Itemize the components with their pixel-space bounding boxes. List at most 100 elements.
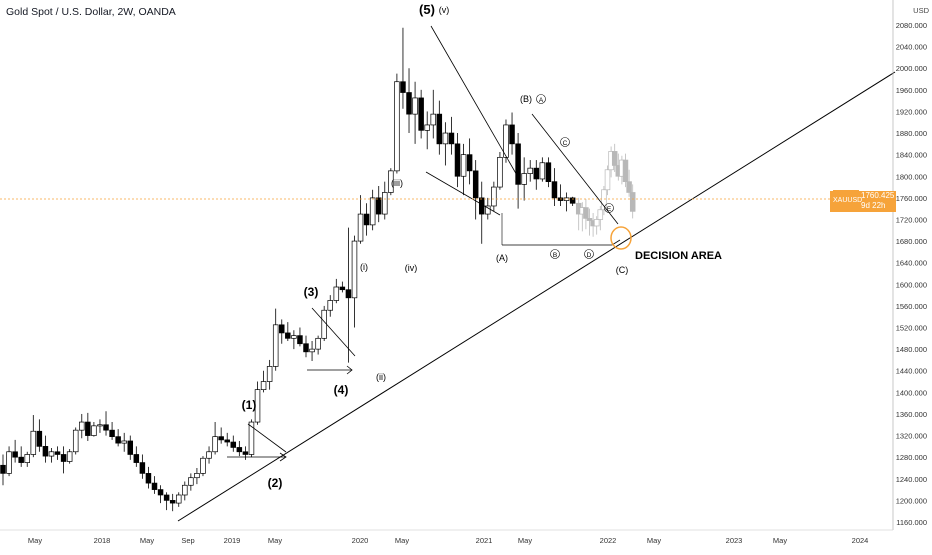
wave1-triangle-upper xyxy=(247,423,287,453)
triangle-upper-line xyxy=(531,113,619,225)
time-axis: May 2018 May Sep 2019 May 2020 May 2021 May 2022 Ma… xyxy=(28,536,868,545)
chart-title: Gold Spot / U.S. Dollar, 2W, OANDA xyxy=(6,6,176,18)
projection-candle-body xyxy=(611,151,618,166)
circle-D-marker xyxy=(584,249,594,259)
candle-body xyxy=(254,389,261,423)
circle-E-label: E xyxy=(607,206,612,213)
candle-body xyxy=(485,205,491,215)
candle-body xyxy=(200,457,206,474)
projection-candle-body xyxy=(601,189,607,211)
projection-candle-body xyxy=(622,159,629,183)
candle-body xyxy=(145,473,152,484)
wave-iv-label: (iv) xyxy=(405,263,418,273)
candle-body xyxy=(230,441,237,448)
time-tick-label: May xyxy=(28,536,42,545)
candle-body xyxy=(36,430,43,447)
candles-layer xyxy=(0,27,576,512)
candle-body xyxy=(127,440,134,455)
candle-body xyxy=(248,421,255,455)
candle-body xyxy=(418,97,424,131)
candle-body xyxy=(18,456,24,463)
decision-circle xyxy=(610,226,632,250)
price-tick-label: 1560.000 xyxy=(896,302,927,311)
price-tag-symbol: XAUUSD xyxy=(833,189,862,212)
decision-area-label: DECISION AREA xyxy=(635,250,722,262)
candle-body xyxy=(369,197,376,226)
candle-body xyxy=(394,81,400,172)
candle-body xyxy=(303,343,309,353)
circle-A-label: A xyxy=(539,97,544,104)
candle-body xyxy=(279,324,285,334)
price-tag-countdown: 9d 22h xyxy=(861,200,886,210)
candle-body xyxy=(454,143,461,177)
wave-i-label: (i) xyxy=(360,262,368,272)
candle-body xyxy=(12,451,18,458)
price-tick-label: 1200.000 xyxy=(896,496,927,505)
candle-body xyxy=(351,240,358,299)
candle-body xyxy=(133,454,140,463)
price-tick-label: 1840.000 xyxy=(896,151,927,160)
candle-body xyxy=(569,197,576,204)
candle-body xyxy=(491,186,497,207)
candle-body xyxy=(521,173,527,185)
candle-body xyxy=(333,286,340,301)
candle-body xyxy=(363,213,370,226)
candle-body xyxy=(545,162,552,183)
waveB-label: (B) xyxy=(520,94,532,104)
wave3-triangle-upper xyxy=(311,307,356,357)
candle-body xyxy=(551,181,558,199)
wave1-label: (1) xyxy=(242,398,257,412)
candle-body xyxy=(42,446,49,457)
current-price-tag: XAUUSD 1760.425 9d 22h xyxy=(830,189,896,212)
candle-body xyxy=(121,440,127,444)
projection-candle-body xyxy=(586,218,593,221)
wave3-triangle-arrowhead xyxy=(346,365,353,375)
projection-candle-body xyxy=(604,169,611,191)
candle-body xyxy=(382,192,388,215)
candle-body xyxy=(285,332,291,339)
wave1-triangle-arrowhead xyxy=(279,452,287,462)
price-tick-label: 1360.000 xyxy=(896,410,927,419)
price-tick-label: 1440.000 xyxy=(896,367,927,376)
time-tick-label: 2021 xyxy=(476,536,493,545)
candle-body xyxy=(509,124,515,145)
time-tick-label: May xyxy=(395,536,409,545)
time-tick-label: 2019 xyxy=(224,536,241,545)
time-tick-label: May xyxy=(140,536,154,545)
candle-body xyxy=(139,462,146,474)
support-trendline xyxy=(177,71,896,522)
price-tick-label: 1280.000 xyxy=(896,453,927,462)
candle-body xyxy=(30,430,37,455)
wave4-label: (4) xyxy=(334,383,349,397)
candle-body xyxy=(212,436,218,453)
price-tick-label: 1320.000 xyxy=(896,432,927,441)
candle-body xyxy=(442,132,449,145)
wave3-label: (3) xyxy=(304,285,319,299)
projection-candle-body xyxy=(626,181,632,193)
circle-D-label: D xyxy=(587,252,592,259)
time-tick-label: May xyxy=(268,536,282,545)
candle-body xyxy=(478,197,485,215)
wave5-triangle-lower xyxy=(425,171,501,216)
price-tick-label: 1240.000 xyxy=(896,475,927,484)
candle-body xyxy=(424,124,430,131)
candle-body xyxy=(430,113,437,126)
wave-iii-label: (iii) xyxy=(391,178,403,188)
price-axis: 2080.000 2040.000 2000.000 1960.000 1920.000… xyxy=(896,21,927,527)
price-tick-label: 1960.000 xyxy=(896,86,927,95)
time-tick-label: Sep xyxy=(181,536,194,545)
candle-body xyxy=(188,477,194,486)
price-tick-label: 1640.000 xyxy=(896,259,927,268)
candle-body xyxy=(533,167,540,180)
candle-body xyxy=(236,447,243,453)
candle-body xyxy=(291,335,297,339)
circle-B-label: B xyxy=(553,252,557,259)
candle-body xyxy=(169,500,176,504)
candle-body xyxy=(224,439,230,443)
price-tick-label: 1720.000 xyxy=(896,215,927,224)
time-tick-label: 2024 xyxy=(852,536,869,545)
price-tick-label: 1880.000 xyxy=(896,129,927,138)
candle-body xyxy=(218,436,224,441)
time-tick-label: May xyxy=(647,536,661,545)
